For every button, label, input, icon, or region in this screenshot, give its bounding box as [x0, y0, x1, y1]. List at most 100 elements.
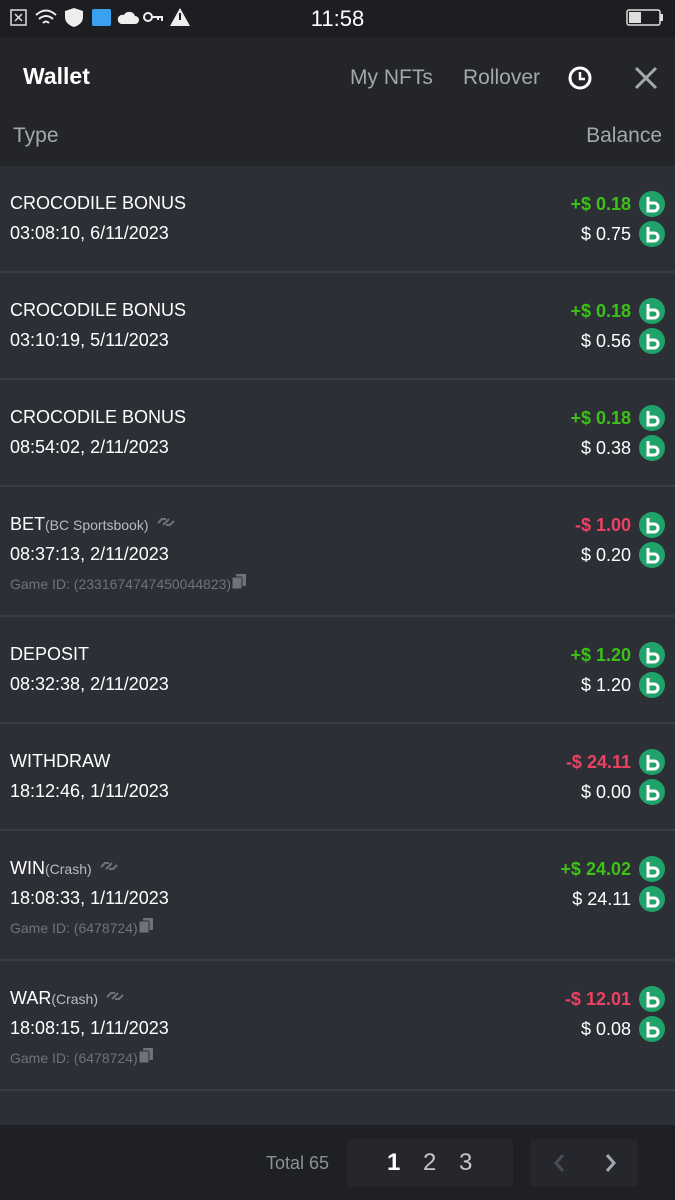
copy-icon[interactable] [138, 1047, 154, 1064]
pager [347, 1139, 513, 1187]
copy-icon[interactable] [231, 573, 247, 590]
copy-icon[interactable] [138, 917, 154, 934]
transaction-row: WITHDRAW 18:12:46, 1/11/2023 -$ 24.11 $ 0.0… [0, 724, 675, 831]
type-label: DEPOSIT [10, 644, 90, 664]
total: Total 65 [266, 1153, 330, 1173]
history-button[interactable] [565, 63, 595, 93]
close-button[interactable] [631, 63, 661, 93]
header: Wallet My NFTs Rollover Type Balance [0, 38, 675, 166]
timestamp: 03:08:10, 6/11/2023 [10, 223, 169, 243]
source: (Crash) [51, 991, 98, 1007]
transaction-type: CROCODILE BONUS [10, 407, 186, 428]
transaction-type: CROCODILE BONUS [10, 300, 186, 321]
transaction-row: CROCODILE BONUS 03:10:19, 5/11/2023 +$ 0.1… [0, 273, 675, 380]
footer: Total 65 1 2 3 [0, 1125, 675, 1200]
coin-icon [639, 886, 665, 912]
amount-change: +$ 1.20 [570, 645, 631, 665]
arrows[interactable] [530, 1139, 638, 1187]
transaction-row: BET(BC Sportsbook) 08:37:13, 2/11/2023 Gam… [0, 487, 675, 617]
balance: $ 1.20 [580, 675, 631, 695]
page-number[interactable]: 3 [459, 1149, 473, 1176]
type-label: CROCODILE BONUS [10, 300, 187, 320]
game-id-text: Game ID: (6478724) [10, 920, 138, 936]
coin-icon [639, 749, 665, 775]
transaction-row: WIN(Crash) 18:08:33, 1/11/2023 Game ID: (6… [0, 831, 675, 961]
link-icon[interactable] [98, 858, 120, 874]
game-id: Game ID: (6478724) [10, 1047, 154, 1066]
transaction-type: WAR(Crash) [10, 988, 126, 1009]
status-icons [10, 8, 190, 27]
pager-arrows [530, 1139, 638, 1187]
coin-icon [639, 221, 665, 247]
coin-icon [639, 512, 665, 538]
type-label: CROCODILE BONUS [10, 193, 187, 213]
coin-icon [639, 672, 665, 698]
amount-change: +$ 0.18 [570, 194, 631, 214]
balance: $ 0.20 [580, 545, 631, 565]
coin-icon [639, 779, 665, 805]
type-label: WIN [10, 858, 45, 878]
timestamp: 08:54:02, 2/11/2023 [10, 437, 169, 457]
page-number[interactable]: 2 [423, 1149, 437, 1176]
transaction-type: WITHDRAW [10, 751, 110, 772]
timestamp: 18:12:46, 1/11/2023 [10, 781, 169, 801]
coin-icon [639, 542, 665, 568]
link-icon[interactable] [155, 514, 177, 530]
coin-icon [639, 642, 665, 668]
timestamp: 18:08:33, 1/11/2023 [10, 888, 169, 908]
coin-icon [639, 298, 665, 324]
tab[interactable]: My NFTs [350, 66, 433, 89]
coin-icon [639, 1016, 665, 1042]
tab[interactable]: Rollover [463, 66, 541, 89]
source: (BC Sportsbook) [45, 517, 149, 533]
balance: $ 0.75 [580, 224, 631, 244]
amount-change: -$ 1.00 [574, 515, 631, 535]
column-header: Type [13, 124, 59, 147]
type-label: WAR [10, 988, 52, 1008]
transaction-type: DEPOSIT [10, 644, 89, 665]
game-id-text: Game ID: (2331674747450044823) [10, 576, 232, 592]
column-header: Balance [586, 124, 662, 147]
amount-change: +$ 0.18 [570, 301, 631, 321]
type-label: CROCODILE BONUS [10, 407, 187, 427]
timestamp: 18:08:15, 1/11/2023 [10, 1018, 169, 1038]
transaction-row: CROCODILE BONUS 08:54:02, 2/11/2023 +$ 0.1… [0, 380, 675, 487]
coin-icon [639, 435, 665, 461]
coin-icon [639, 986, 665, 1012]
timestamp: 03:10:19, 5/11/2023 [10, 330, 169, 350]
amount-change: -$ 24.11 [565, 752, 631, 772]
transaction-row: CROCODILE BONUS 03:08:10, 6/11/2023 +$ 0.1… [0, 166, 675, 273]
transaction-type: CROCODILE BONUS [10, 193, 186, 214]
status-bar: 11:58 [0, 0, 675, 38]
coin-icon [639, 191, 665, 217]
balance: $ 0.56 [580, 331, 631, 351]
title: Wallet [23, 63, 90, 89]
game-id-text: Game ID: (6478724) [10, 1050, 138, 1066]
balance: $ 24.11 [572, 889, 631, 909]
game-id: Game ID: (6478724) [10, 917, 154, 936]
game-id: Game ID: (2331674747450044823) [10, 573, 247, 592]
amount-change: +$ 24.02 [560, 859, 631, 879]
type-label: BET [10, 514, 46, 534]
source: (Crash) [45, 861, 92, 877]
balance: $ 0.00 [580, 782, 631, 802]
balance: $ 0.08 [580, 1019, 631, 1039]
transaction-type: BET(BC Sportsbook) [10, 514, 177, 535]
clock: 11:58 [310, 6, 365, 31]
transaction-row: DEPOSIT 08:32:38, 2/11/2023 +$ 1.20 $ 1.20 [0, 617, 675, 724]
battery [626, 9, 663, 26]
transaction-type: WIN(Crash) [10, 858, 120, 879]
coin-icon [639, 856, 665, 882]
coin-icon [639, 328, 665, 354]
transaction-row: WAR(Crash) 18:08:15, 1/11/2023 Game ID: (6… [0, 961, 675, 1091]
balance: $ 0.38 [580, 438, 631, 458]
type-label: WITHDRAW [10, 751, 111, 771]
coin-icon [639, 405, 665, 431]
timestamp: 08:37:13, 2/11/2023 [10, 544, 169, 564]
amount-change: -$ 12.01 [564, 989, 631, 1009]
amount-change: +$ 0.18 [570, 408, 631, 428]
timestamp: 08:32:38, 2/11/2023 [10, 674, 169, 694]
link-icon[interactable] [104, 988, 126, 1004]
page-number[interactable]: 1 [387, 1149, 401, 1176]
